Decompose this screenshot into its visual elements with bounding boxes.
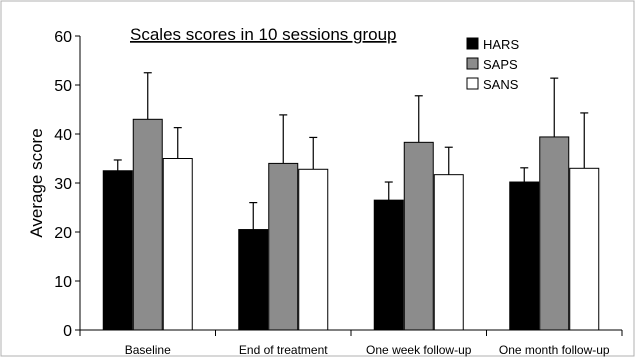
y-tick-label: 50 — [54, 78, 72, 95]
x-category-label: End of treatment — [239, 343, 328, 357]
bar-saps — [132, 118, 163, 331]
bar-saps — [268, 162, 299, 331]
y-tick-label: 40 — [54, 127, 72, 144]
bar-sans — [298, 168, 329, 331]
bar-hars — [102, 170, 133, 331]
y-tick-label: 30 — [54, 176, 72, 193]
bar-saps — [403, 141, 434, 331]
bar-sans — [162, 158, 193, 331]
legend-swatch-hars — [466, 37, 479, 50]
y-tick-label: 0 — [63, 323, 72, 340]
plot-area: 0 10 20 30 40 50 60 Baseline End of treatment One… — [54, 29, 623, 357]
bar-saps — [539, 136, 570, 331]
bar-sans — [569, 167, 600, 331]
bar-sans — [433, 174, 464, 331]
bar-hars — [238, 229, 269, 331]
y-tick-label: 60 — [54, 29, 72, 46]
bar-hars — [373, 199, 404, 331]
x-category-label: One week follow-up — [366, 343, 472, 357]
x-category-label: Baseline — [125, 343, 171, 357]
legend-label-sans: SANS — [483, 77, 519, 92]
legend-swatch-saps — [466, 57, 479, 70]
bar-hars — [509, 181, 540, 331]
legend-label-saps: SAPS — [483, 57, 518, 72]
y-tick-label: 20 — [54, 225, 72, 242]
legend-swatch-sans — [466, 77, 479, 90]
x-category-label: One month follow-up — [499, 343, 610, 357]
y-tick-label: 10 — [54, 274, 72, 291]
legend-label-hars: HARS — [483, 37, 519, 52]
chart-title: Scales scores in 10 sessions group — [130, 25, 396, 44]
legend: HARS SAPS SANS — [466, 37, 519, 92]
y-axis-label: Average score — [27, 128, 46, 237]
